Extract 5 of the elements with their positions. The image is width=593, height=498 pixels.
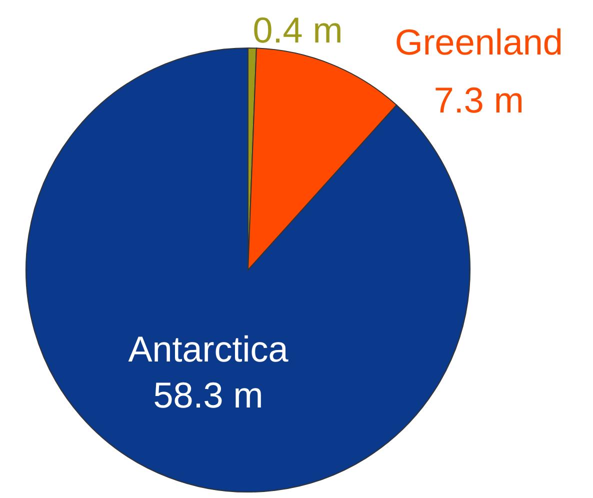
slice-label: Greenland bbox=[394, 22, 563, 63]
data-label: 58.3 m bbox=[153, 374, 264, 416]
data-label: 7.3 m bbox=[434, 80, 524, 121]
data-label: 0.4 m bbox=[252, 9, 343, 50]
slice-label: Antarctica bbox=[128, 328, 290, 370]
